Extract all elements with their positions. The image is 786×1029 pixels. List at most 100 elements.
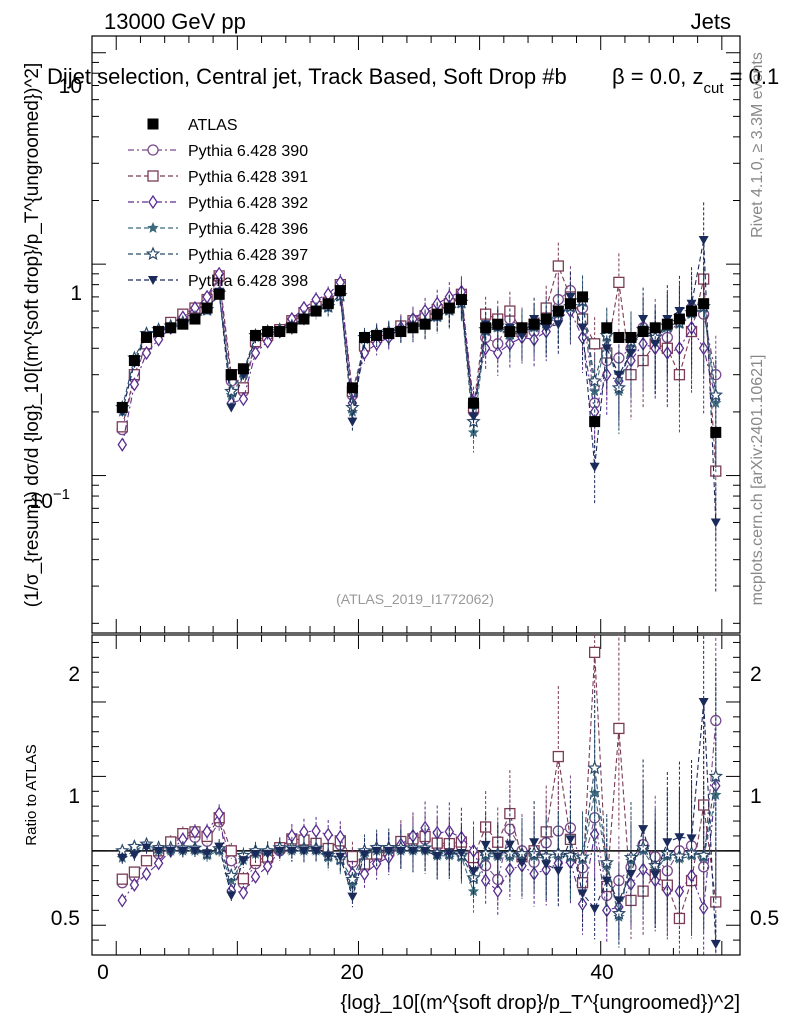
ratio-point-pythia-6-428-398 — [710, 939, 721, 949]
ratio-point-pythia-6-428-397 — [696, 847, 711, 862]
xtick-label-0: 0 — [97, 961, 109, 984]
point-pythia-6-428-397 — [587, 373, 602, 388]
ratio-point-pythia-6-428-397 — [587, 760, 602, 775]
ratio-point-pythia-6-428-392 — [250, 869, 261, 884]
point-pythia-6-428-391 — [589, 338, 601, 350]
legend-label-pythia-6-428-391: Pythia 6.428 391 — [188, 169, 308, 186]
point-atlas — [346, 382, 358, 394]
ratio-point-pythia-6-428-392 — [117, 893, 128, 908]
point-pythia-6-428-398 — [577, 323, 588, 333]
point-atlas — [359, 331, 371, 343]
point-atlas — [334, 285, 346, 297]
ratio-point-pythia-6-428-398 — [662, 838, 673, 848]
ratio-point-pythia-6-428-398 — [165, 846, 176, 856]
ratio-point-pythia-6-428-398 — [601, 876, 612, 886]
ratio-point-pythia-6-428-398 — [480, 840, 491, 850]
point-atlas — [286, 322, 298, 334]
point-pythia-6-428-392 — [129, 377, 140, 392]
energy-label: 13000 GeV pp — [104, 9, 246, 34]
ratio-point-pythia-6-428-391 — [613, 722, 625, 735]
ratio-point-pythia-6-428-398 — [565, 835, 576, 845]
point-atlas — [237, 363, 249, 375]
point-atlas — [116, 401, 128, 413]
ratio-point-pythia-6-428-392 — [359, 866, 370, 882]
point-atlas — [431, 308, 443, 320]
ratio-point-pythia-6-428-391 — [140, 855, 153, 867]
point-atlas — [516, 322, 528, 334]
ratio-line-pythia-6-428-396 — [122, 792, 717, 918]
plot-title-tail: = 0.1 — [724, 64, 780, 89]
ratio-point-pythia-6-428-392 — [129, 877, 140, 893]
point-atlas — [552, 305, 564, 317]
ratio-point-pythia-6-428-392 — [202, 824, 212, 839]
ratio-point-pythia-6-428-398 — [371, 846, 382, 856]
ratio-point-pythia-6-428-398 — [347, 892, 358, 902]
main-axis-ticks — [92, 36, 740, 633]
point-atlas — [177, 318, 189, 330]
ratio-point-pythia-6-428-398 — [456, 849, 467, 859]
ratio-point-pythia-6-428-398 — [202, 849, 213, 859]
plot-title-text: Dijet selection, Central jet, Track Base… — [47, 64, 567, 89]
ratio-point-pythia-6-428-391 — [128, 866, 141, 878]
ratio-point-pythia-6-428-398 — [395, 846, 406, 856]
point-pythia-6-428-398 — [541, 323, 552, 333]
point-atlas — [540, 313, 552, 325]
ratio-point-pythia-6-428-391 — [552, 750, 564, 763]
ytick-label-0.1-base: 10 — [30, 490, 53, 513]
ratio-point-pythia-6-428-398 — [286, 846, 297, 856]
point-pythia-6-428-398 — [589, 462, 600, 472]
ratio-point-pythia-6-428-398 — [686, 834, 697, 844]
ratio-point-pythia-6-428-398 — [432, 851, 443, 861]
point-pythia-6-428-392 — [492, 345, 503, 361]
legend-marker-pythia-6-428-392 — [148, 194, 158, 210]
series-line-pythia-6-428-398 — [121, 239, 717, 523]
point-pythia-6-428-398 — [686, 299, 697, 309]
series-line-pythia-6-428-390 — [121, 276, 717, 430]
legend-marker-pythia-6-428-398 — [148, 276, 158, 285]
point-pythia-6-428-397 — [345, 399, 360, 414]
point-pythia-6-428-398 — [226, 403, 237, 413]
point-pythia-6-428-392 — [214, 266, 224, 281]
ratio-point-pythia-6-428-392 — [153, 856, 164, 871]
legend-marker-pythia-6-428-391 — [147, 170, 159, 182]
point-pythia-6-428-391 — [116, 421, 128, 433]
point-atlas — [468, 397, 480, 409]
point-atlas — [298, 313, 310, 325]
ratio-point-pythia-6-428-391 — [346, 850, 359, 863]
point-atlas — [141, 331, 153, 343]
ratio-point-pythia-6-428-398 — [323, 851, 334, 861]
ratio-point-pythia-6-428-392 — [323, 827, 333, 842]
point-atlas — [274, 326, 286, 338]
legend-marker-pythia-6-428-397 — [145, 246, 161, 261]
point-atlas — [213, 288, 225, 300]
ratio-point-pythia-6-428-398 — [698, 697, 709, 707]
point-atlas — [686, 305, 698, 317]
ratio-point-pythia-6-428-398 — [553, 866, 564, 876]
point-atlas — [625, 331, 637, 343]
ratio-point-pythia-6-428-392 — [214, 806, 224, 821]
legend-label-pythia-6-428-392: Pythia 6.428 392 — [188, 195, 308, 212]
point-atlas — [165, 322, 177, 334]
ratio-point-pythia-6-428-391 — [116, 873, 128, 885]
point-atlas — [201, 302, 213, 314]
ratio-point-pythia-6-428-397 — [224, 868, 239, 882]
point-atlas — [225, 369, 237, 381]
ratio-point-pythia-6-428-391 — [589, 646, 601, 659]
ratio-line-pythia-6-428-398 — [122, 701, 717, 944]
rivet-label: Rivet 4.1.0, ≥ 3.3M events — [749, 52, 766, 238]
ratio-point-pythia-6-428-398 — [674, 833, 685, 843]
ratio-point-pythia-6-428-398 — [541, 860, 552, 870]
ratio-point-pythia-6-428-391 — [225, 845, 237, 857]
point-atlas — [250, 329, 262, 341]
point-pythia-6-428-392 — [117, 437, 128, 452]
ratio-point-pythia-6-428-397 — [708, 768, 724, 783]
mcplots-label: mcplots.cern.ch [arXiv:2401.10621] — [749, 355, 766, 606]
point-atlas — [407, 322, 419, 334]
ratio-point-pythia-6-428-398 — [311, 846, 322, 856]
point-atlas — [310, 305, 322, 317]
ratio-point-pythia-6-428-390 — [225, 855, 237, 867]
point-atlas — [262, 326, 274, 338]
point-atlas — [395, 326, 407, 338]
ratio-ytick-label-0.5: 0.5 — [51, 907, 80, 930]
ratio-point-pythia-6-428-398 — [492, 852, 503, 862]
